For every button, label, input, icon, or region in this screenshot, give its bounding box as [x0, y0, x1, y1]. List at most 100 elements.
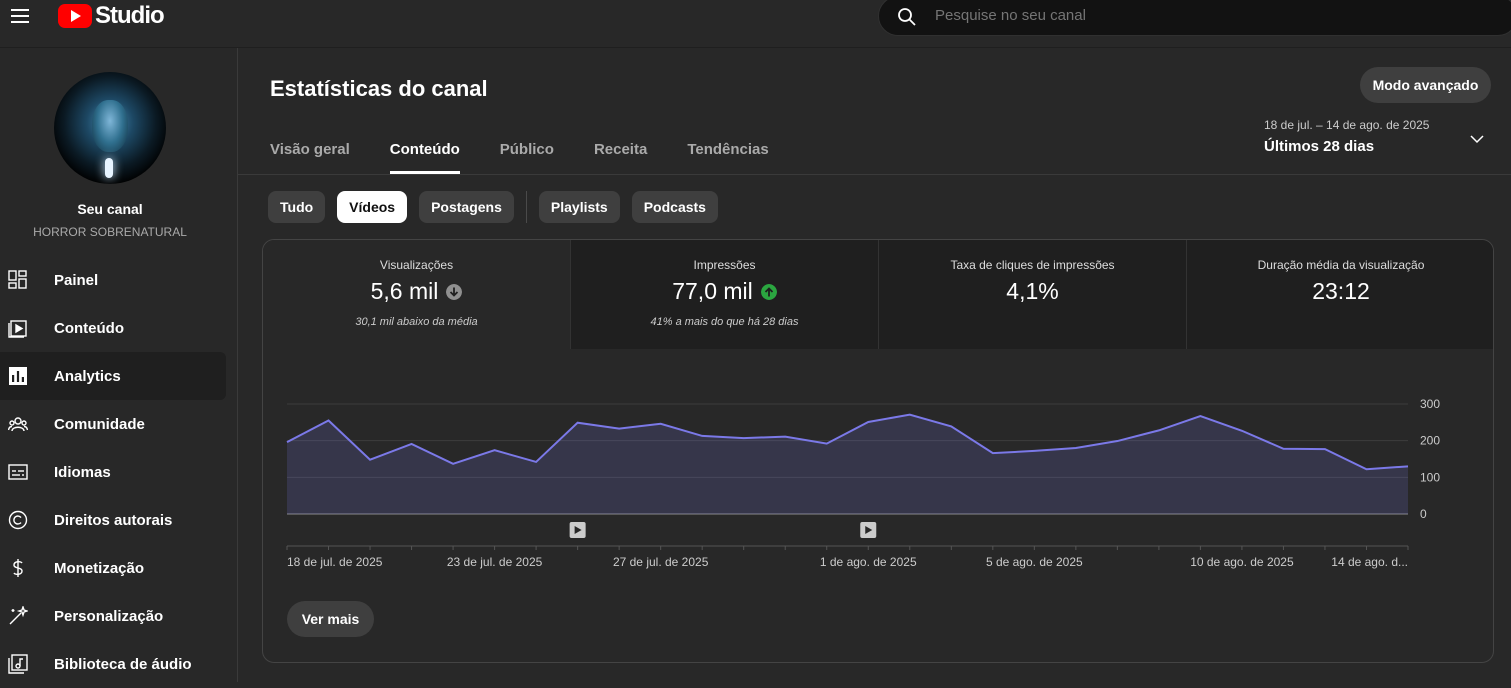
search-icon[interactable] [897, 7, 917, 27]
data-point [701, 434, 704, 437]
sidebar-item-personalizacao[interactable]: Personalização [0, 592, 226, 640]
youtube-play-icon [58, 4, 92, 28]
data-point [784, 435, 787, 438]
data-point [535, 460, 538, 463]
tab-publico[interactable]: Público [499, 141, 554, 158]
metric-value-row: 4,1% [879, 278, 1186, 305]
logo-text: Studio [95, 2, 165, 29]
sidebar-item-monetizacao[interactable]: Monetização [0, 544, 226, 592]
metric-label: Duração média da visualização [1257, 258, 1425, 272]
views-chart-svg: 300 200 100 0 18 de jul. de 2025 23 de jul. d… [286, 397, 1440, 569]
data-point [1407, 465, 1410, 468]
copyright-icon [8, 510, 28, 530]
chip-podcasts[interactable]: Podcasts [631, 191, 718, 223]
audio-library-icon [8, 654, 28, 674]
stats-card: Visualizações 5,6 mil 30,1 mil abaixo da… [262, 239, 1494, 663]
video-marker-play-icon [865, 526, 873, 534]
data-point [867, 420, 870, 423]
x-tick-label: 23 de jul. de 2025 [447, 555, 543, 569]
data-point [493, 449, 496, 452]
subtitles-icon [8, 464, 28, 480]
x-tick-label: 27 de jul. de 2025 [613, 555, 709, 569]
sidebar-item-biblioteca-de-audio[interactable]: Biblioteca de áudio [0, 640, 226, 688]
date-range-selector[interactable]: 18 de jul. – 14 de ago. de 2025 Últimos … [1264, 118, 1494, 162]
metric-views[interactable]: Visualizações 5,6 mil 30,1 mil abaixo da… [263, 240, 571, 349]
sidebar-nav: Painel Conteúdo Analytics Comunidade Idi… [0, 256, 226, 688]
data-point [1074, 447, 1077, 450]
x-tick-label: 5 de ago. de 2025 [986, 555, 1083, 569]
analytics-icon [9, 367, 27, 385]
metric-ctr[interactable]: Taxa de cliques de impressões 4,1% [879, 240, 1187, 349]
metric-tabs: Visualizações 5,6 mil 30,1 mil abaixo da… [263, 240, 1493, 349]
content-type-chips: Tudo Vídeos Postagens Playlists Podcasts [268, 191, 730, 223]
chip-tudo[interactable]: Tudo [268, 191, 326, 223]
magic-wand-icon [9, 606, 28, 625]
chevron-down-icon [1470, 135, 1484, 144]
sidebar-item-label: Biblioteca de áudio [54, 655, 192, 673]
metric-value: 77,0 mil [672, 278, 753, 304]
data-point [1365, 468, 1368, 471]
metric-impressions[interactable]: Impressões 77,0 mil 41% a mais do que há… [571, 240, 879, 349]
search-input[interactable] [935, 7, 1335, 24]
sidebar-item-direitos-autorais[interactable]: Direitos autorais [0, 496, 226, 544]
data-point [742, 437, 745, 440]
metric-subtext: 30,1 mil abaixo da média [355, 316, 478, 328]
data-point [1199, 415, 1202, 418]
content-icon [8, 320, 27, 338]
data-point [1157, 429, 1160, 432]
community-icon [8, 417, 28, 432]
sidebar-item-idiomas[interactable]: Idiomas [0, 448, 226, 496]
page-title: Estatísticas do canal [270, 76, 488, 101]
metric-label: Taxa de cliques de impressões [950, 258, 1115, 272]
sidebar-item-label: Painel [54, 271, 99, 289]
metric-value: 5,6 mil [370, 278, 439, 304]
dashboard-icon [8, 270, 27, 289]
data-point [825, 442, 828, 445]
channel-handle: HORROR SOBRENATURAL [33, 225, 187, 239]
x-tick-label: 1 de ago. de 2025 [820, 555, 917, 569]
sidebar-item-label: Monetização [54, 559, 145, 577]
y-tick-label: 200 [1420, 434, 1440, 448]
studio-logo[interactable]: Studio [58, 2, 165, 30]
metric-value: 23:12 [1312, 278, 1370, 304]
trend-up-icon [760, 283, 777, 300]
tabs-divider [238, 174, 1511, 175]
main-content: Estatísticas do canal Modo avançado 18 d… [238, 48, 1511, 682]
tab-receita[interactable]: Receita [593, 141, 648, 158]
sidebar-item-label: Comunidade [54, 415, 145, 433]
chip-videos[interactable]: Vídeos [337, 191, 408, 223]
y-tick-label: 300 [1420, 397, 1440, 411]
data-point [908, 413, 911, 416]
sidebar-item-conteudo[interactable]: Conteúdo [0, 304, 226, 352]
data-point [991, 452, 994, 455]
chip-divider [525, 191, 527, 223]
channel-avatar[interactable] [54, 72, 166, 184]
advanced-mode-button[interactable]: Modo avançado [1360, 67, 1491, 103]
chip-postagens[interactable]: Postagens [419, 191, 514, 223]
channel-name[interactable]: Seu canal [77, 201, 143, 217]
data-point [659, 422, 662, 425]
tab-tendencias[interactable]: Tendências [687, 141, 769, 158]
data-point [286, 441, 289, 444]
data-point [327, 419, 330, 422]
tab-visao-geral[interactable]: Visão geral [270, 141, 350, 158]
metric-value: 4,1% [1006, 278, 1059, 304]
sidebar-item-painel[interactable]: Painel [0, 256, 226, 304]
chip-playlists[interactable]: Playlists [538, 191, 620, 223]
views-chart: 300 200 100 0 18 de jul. de 2025 23 de jul. d… [263, 349, 1493, 579]
data-point [452, 462, 455, 465]
y-tick-label: 100 [1420, 470, 1440, 484]
data-point [369, 458, 372, 461]
hamburger-menu-icon[interactable] [10, 6, 30, 26]
sidebar-item-analytics[interactable]: Analytics [0, 352, 226, 400]
date-range-label: Últimos 28 dias [1264, 138, 1375, 155]
data-point [950, 425, 953, 428]
see-more-button[interactable]: Ver mais [287, 601, 374, 637]
search-box[interactable] [878, 0, 1511, 36]
y-tick-label: 0 [1420, 507, 1427, 521]
metric-avg-view-duration[interactable]: Duração média da visualização 23:12 [1187, 240, 1493, 349]
sidebar-item-comunidade[interactable]: Comunidade [0, 400, 226, 448]
date-range-dates: 18 de jul. – 14 de ago. de 2025 [1264, 118, 1430, 132]
metric-value-row: 77,0 mil [571, 278, 878, 305]
tab-conteudo[interactable]: Conteúdo [389, 134, 460, 174]
